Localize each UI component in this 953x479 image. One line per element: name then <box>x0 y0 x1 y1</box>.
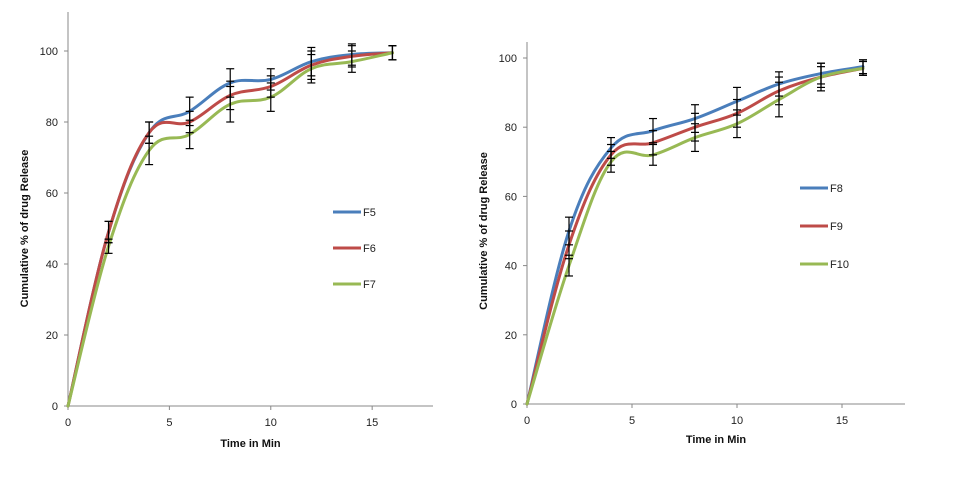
x-tick-label: 5 <box>629 415 635 427</box>
legend: F5 F6 F7 <box>333 207 376 291</box>
x-tick-label: 10 <box>265 417 277 429</box>
error-bar-F7 <box>104 238 113 254</box>
error-bar-F10 <box>859 60 867 76</box>
error-bar-F10 <box>649 143 657 166</box>
y-tick-label: 0 <box>511 399 517 411</box>
error-bar-F10 <box>565 254 573 277</box>
error-bar-F10 <box>817 62 825 92</box>
error-bar-F10 <box>733 109 741 139</box>
error-bar-F7 <box>307 53 316 84</box>
series-line-F8 <box>525 65 865 406</box>
error-bar-F7 <box>145 135 154 166</box>
x-axis-label: Time in Min <box>220 438 281 450</box>
error-bar-F10 <box>607 150 615 173</box>
legend-label-F7: F7 <box>363 279 376 291</box>
y-tick-label: 80 <box>505 122 517 134</box>
error-bar-F10 <box>691 123 699 153</box>
error-bar-F7 <box>226 85 235 123</box>
error-bar-F7 <box>347 50 356 73</box>
error-bar-F7 <box>266 82 275 112</box>
y-tick-label: 100 <box>499 53 517 65</box>
chart-2: 0 20 40 60 80 100 0 5 10 15 Time in Min Cumulative … <box>478 42 905 446</box>
y-tick-label: 0 <box>52 401 58 413</box>
y-tick-label: 20 <box>46 330 58 342</box>
error-bar-F7 <box>388 45 397 61</box>
y-tick-label: 40 <box>46 259 58 271</box>
x-tick-label: 15 <box>836 415 848 427</box>
x-tick-label: 10 <box>731 415 743 427</box>
legend-label-F8: F8 <box>830 183 843 195</box>
legend: F8 F9 F10 <box>800 183 849 271</box>
legend-label-F6: F6 <box>363 243 376 255</box>
x-tick-label: 15 <box>366 417 378 429</box>
error-bar-F10 <box>775 81 783 118</box>
y-tick-label: 20 <box>505 330 517 342</box>
chart-1: 0 20 40 60 80 100 0 5 10 15 Time in Min Cumulative … <box>19 12 433 450</box>
legend-label-F10: F10 <box>830 259 849 271</box>
y-tick-label: 40 <box>505 261 517 273</box>
y-tick-label: 60 <box>46 188 58 200</box>
y-axis-label: Cumulative % of drug Release <box>19 150 31 308</box>
y-axis-label: Cumulative % of drug Release <box>478 152 490 310</box>
y-tick-label: 100 <box>40 46 58 58</box>
x-axis-label: Time in Min <box>686 434 747 446</box>
x-tick-label: 5 <box>166 417 172 429</box>
error-bar-F7 <box>185 119 194 150</box>
legend-label-F5: F5 <box>363 207 376 219</box>
y-tick-label: 80 <box>46 117 58 129</box>
legend-label-F9: F9 <box>830 221 843 233</box>
x-tick-label: 0 <box>524 415 530 427</box>
y-tick-label: 60 <box>505 191 517 203</box>
x-tick-label: 0 <box>65 417 71 429</box>
